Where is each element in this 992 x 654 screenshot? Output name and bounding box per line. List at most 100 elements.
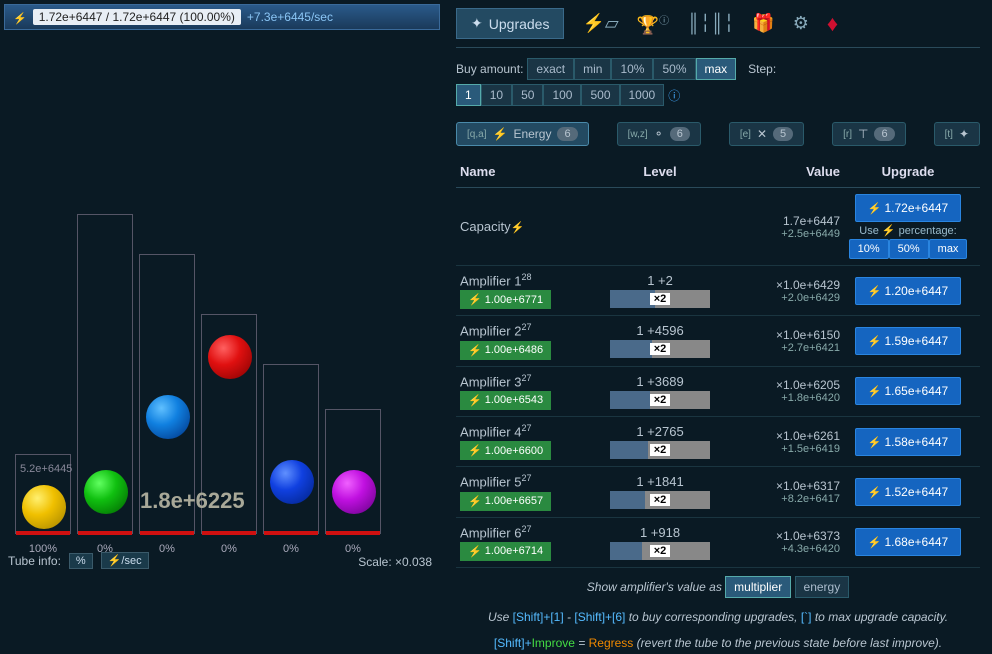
tube-base [326, 531, 380, 535]
pill-2[interactable]: [e] ✕ 5 [729, 122, 804, 146]
energy-rate: +7.3e+6445/sec [247, 10, 333, 24]
row-amplifier-4: Amplifier 4271.00e+6600 1 +2765×2 ×1.0e+… [456, 417, 980, 467]
mult-bar[interactable]: ×2 [610, 441, 710, 459]
step-label: Step: [748, 62, 776, 76]
tube-4[interactable]: 0% [263, 364, 319, 534]
show-multiplier-button[interactable]: multiplier [725, 576, 791, 598]
tube-rate-button[interactable]: ⚡/sec [101, 552, 149, 569]
amp-upgrade-button[interactable]: 1.65e+6447 [855, 377, 961, 405]
info-icon[interactable]: ⓘ [668, 87, 680, 104]
tube-0[interactable]: 100%5.2e+6445 [15, 454, 71, 534]
tube-pct-button[interactable]: % [69, 553, 93, 569]
buy-opt-max[interactable]: max [696, 58, 737, 80]
tube-base [264, 531, 318, 535]
pill-0[interactable]: [q,a] ⚡ Energy 6 [456, 122, 589, 146]
tube-pct-label: 0% [326, 543, 380, 555]
pill-4[interactable]: [t] ✦ [934, 122, 980, 146]
tube-1[interactable]: 0% [77, 214, 133, 534]
row-amplifier-1: Amplifier 1281.00e+6771 1 +2×2 ×1.0e+642… [456, 266, 980, 316]
energy-text: 1.72e+6447 / 1.72e+6447 (100.00%) [33, 9, 241, 25]
pills-row: [q,a] ⚡ Energy 6[w,z] ⚬ 6[e] ✕ 5[r] ⊤ 6[… [456, 116, 980, 156]
amp-green-button[interactable]: 1.00e+6543 [460, 391, 551, 410]
step-opt-10[interactable]: 10 [481, 84, 512, 106]
header-upgrade: Upgrade [840, 164, 976, 179]
amp-value: ×1.0e+6150+2.7e+6421 [720, 328, 840, 354]
step-opt-1[interactable]: 1 [456, 84, 481, 106]
capacity-upgrade-button[interactable]: 1.72e+6447 [855, 194, 961, 222]
buy-opt-min[interactable]: min [574, 58, 611, 80]
buy-opt-exact[interactable]: exact [527, 58, 574, 80]
hint-line-1: Use [Shift]+[1] - [Shift]+[6] to buy cor… [456, 602, 980, 628]
buy-opt-50%[interactable]: 50% [653, 58, 695, 80]
tube-base [140, 531, 194, 535]
amp-name: Amplifier 2271.00e+6486 [460, 322, 600, 359]
amp-level: 1 +2765×2 [600, 424, 720, 459]
amp-name: Amplifier 1281.00e+6771 [460, 272, 600, 309]
show-as-row: Show amplifier's value as multiplier ene… [456, 568, 980, 602]
tube-base [202, 531, 256, 535]
step-opt-100[interactable]: 100 [543, 84, 581, 106]
mult-bar[interactable]: ×2 [610, 491, 710, 509]
mult-bar[interactable]: ×2 [610, 542, 710, 560]
tab-gift-icon[interactable]: 🎁 [752, 13, 774, 34]
step-opt-500[interactable]: 500 [581, 84, 619, 106]
tab-trophy-icon[interactable]: 🏆ⓘ [637, 12, 669, 36]
show-energy-button[interactable]: energy [795, 576, 850, 598]
cap-pct-50%[interactable]: 50% [889, 239, 929, 259]
amp-green-button[interactable]: 1.00e+6657 [460, 492, 551, 511]
left-panel: 1.72e+6447 / 1.72e+6447 (100.00%) +7.3e+… [0, 0, 444, 604]
row-amplifier-2: Amplifier 2271.00e+6486 1 +4596×2 ×1.0e+… [456, 316, 980, 366]
pill-3[interactable]: [r] ⊤ 6 [832, 122, 905, 146]
amp-upgrade-button[interactable]: 1.59e+6447 [855, 327, 961, 355]
amp-value: ×1.0e+6317+8.2e+6417 [720, 479, 840, 505]
cap-pct-10%[interactable]: 10% [849, 239, 889, 259]
buy-amount-label: Buy amount: [456, 62, 523, 76]
tab-upgrades[interactable]: ✦ Upgrades [456, 8, 564, 39]
tab-gear-icon[interactable]: ⚙ [793, 13, 809, 34]
pill-key: [r] [843, 129, 852, 140]
amp-green-button[interactable]: 1.00e+6714 [460, 542, 551, 561]
tab-gem-icon[interactable]: ♦ [827, 11, 838, 37]
big-number: 1.8e+6225 [140, 488, 245, 514]
header-level: Level [600, 164, 720, 179]
pill-badge: 5 [773, 127, 793, 141]
ball-5 [332, 470, 376, 514]
amp-upgrade-button[interactable]: 1.20e+6447 [855, 277, 961, 305]
cap-pct-max[interactable]: max [929, 239, 968, 259]
amp-level: 1 +2×2 [600, 273, 720, 308]
mult-bar[interactable]: ×2 [610, 340, 710, 358]
capacity-value: 1.7e+6447 +2.5e+6449 [720, 214, 840, 240]
capacity-pct-label: Use ⚡ percentage: [840, 222, 976, 239]
buy-opt-10%[interactable]: 10% [611, 58, 653, 80]
mult-bar[interactable]: ×2 [610, 290, 710, 308]
amp-name: Amplifier 4271.00e+6600 [460, 423, 600, 460]
hint-line-2: [Shift]+Improve = Regress (revert the tu… [456, 628, 980, 654]
amp-green-button[interactable]: 1.00e+6486 [460, 341, 551, 360]
tab-stats-icon[interactable]: ║╎║╎ [687, 13, 734, 34]
capacity-name: Capacity [460, 219, 600, 234]
ball-2 [146, 395, 190, 439]
tube-info-controls: Tube info: % ⚡/sec [8, 552, 149, 569]
amp-value: ×1.0e+6261+1.5e+6419 [720, 429, 840, 455]
amp-green-button[interactable]: 1.00e+6771 [460, 290, 551, 309]
row-amplifier-5: Amplifier 5271.00e+6657 1 +1841×2 ×1.0e+… [456, 467, 980, 517]
amp-value: ×1.0e+6205+1.8e+6420 [720, 378, 840, 404]
amp-green-button[interactable]: 1.00e+6600 [460, 441, 551, 460]
pill-1[interactable]: [w,z] ⚬ 6 [617, 122, 701, 146]
pill-badge: 6 [670, 127, 690, 141]
tube-base [78, 531, 132, 535]
tab-cards-icon[interactable]: ⚡▱ [582, 13, 618, 34]
mult-bar[interactable]: ×2 [610, 391, 710, 409]
tube-5[interactable]: 0% [325, 409, 381, 534]
step-opt-50[interactable]: 50 [512, 84, 543, 106]
amp-upgrade-button[interactable]: 1.52e+6447 [855, 478, 961, 506]
amp-upgrade-button[interactable]: 1.58e+6447 [855, 428, 961, 456]
amp-level: 1 +1841×2 [600, 474, 720, 509]
header-name: Name [460, 164, 600, 179]
pill-key: [e] [740, 129, 751, 140]
step-opt-1000[interactable]: 1000 [620, 84, 665, 106]
amp-upgrade-button[interactable]: 1.68e+6447 [855, 528, 961, 556]
amp-name: Amplifier 3271.00e+6543 [460, 373, 600, 410]
ball-4 [270, 460, 314, 504]
controls-row: Buy amount: exactmin10%50%max Step: 1105… [456, 48, 980, 116]
